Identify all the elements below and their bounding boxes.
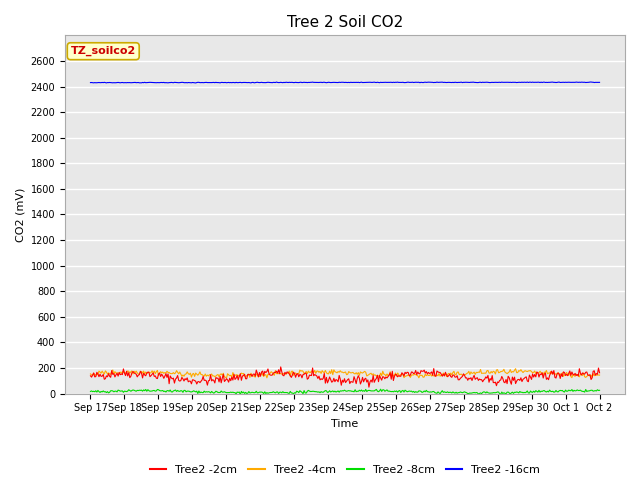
X-axis label: Time: Time — [332, 419, 358, 429]
Legend: Tree2 -2cm, Tree2 -4cm, Tree2 -8cm, Tree2 -16cm: Tree2 -2cm, Tree2 -4cm, Tree2 -8cm, Tree… — [145, 460, 545, 479]
Text: TZ_soilco2: TZ_soilco2 — [70, 46, 136, 56]
Title: Tree 2 Soil CO2: Tree 2 Soil CO2 — [287, 15, 403, 30]
Y-axis label: CO2 (mV): CO2 (mV) — [15, 187, 25, 241]
